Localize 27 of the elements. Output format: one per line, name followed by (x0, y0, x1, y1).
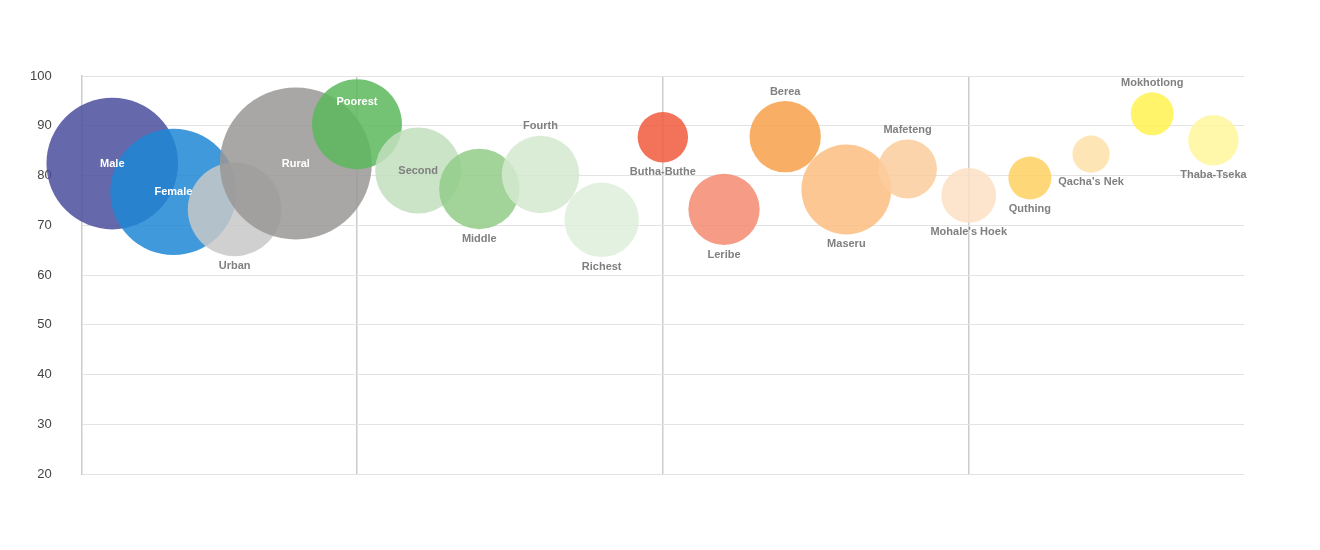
x-tick-label: Female (154, 184, 193, 197)
x-tick-label: Middle (461, 231, 497, 244)
x-tick-label: Poorest (336, 94, 378, 107)
y-tick-label: 40 (37, 366, 52, 382)
x-tick-label: Fourth (523, 119, 559, 132)
x-tick-label: Quthing (1008, 202, 1051, 215)
y-tick-label: 60 (37, 266, 52, 282)
x-tick-label: Butha-Buthe (629, 164, 696, 177)
x-tick-label: Mokhotlong (1121, 75, 1184, 88)
y-tick-label: 100 (29, 67, 52, 83)
x-tick-label: Rural (281, 156, 310, 169)
x-tick-label: Leribe (707, 247, 741, 260)
x-tick-label: Richest (581, 259, 622, 272)
y-tick-label: 70 (37, 216, 52, 232)
x-tick-label: Male (100, 156, 125, 169)
y-tick-label: 30 (37, 415, 52, 431)
x-tick-label: Qacha's Nek (1058, 175, 1125, 188)
y-tick-label: 90 (37, 117, 52, 133)
y-tick-label: 50 (37, 316, 52, 332)
x-tick-label: Mafeteng (883, 123, 932, 136)
x-tick-label: Maseru (827, 236, 866, 249)
x-tick-label: Urban (218, 258, 251, 271)
x-tick-label: Berea (769, 84, 802, 97)
y-tick-label: 20 (37, 465, 52, 481)
x-tick-label: Thaba-Tseka (1180, 167, 1248, 180)
x-tick-label: Mohale's Hoek (930, 225, 1008, 238)
x-tick-label: Second (398, 163, 439, 176)
